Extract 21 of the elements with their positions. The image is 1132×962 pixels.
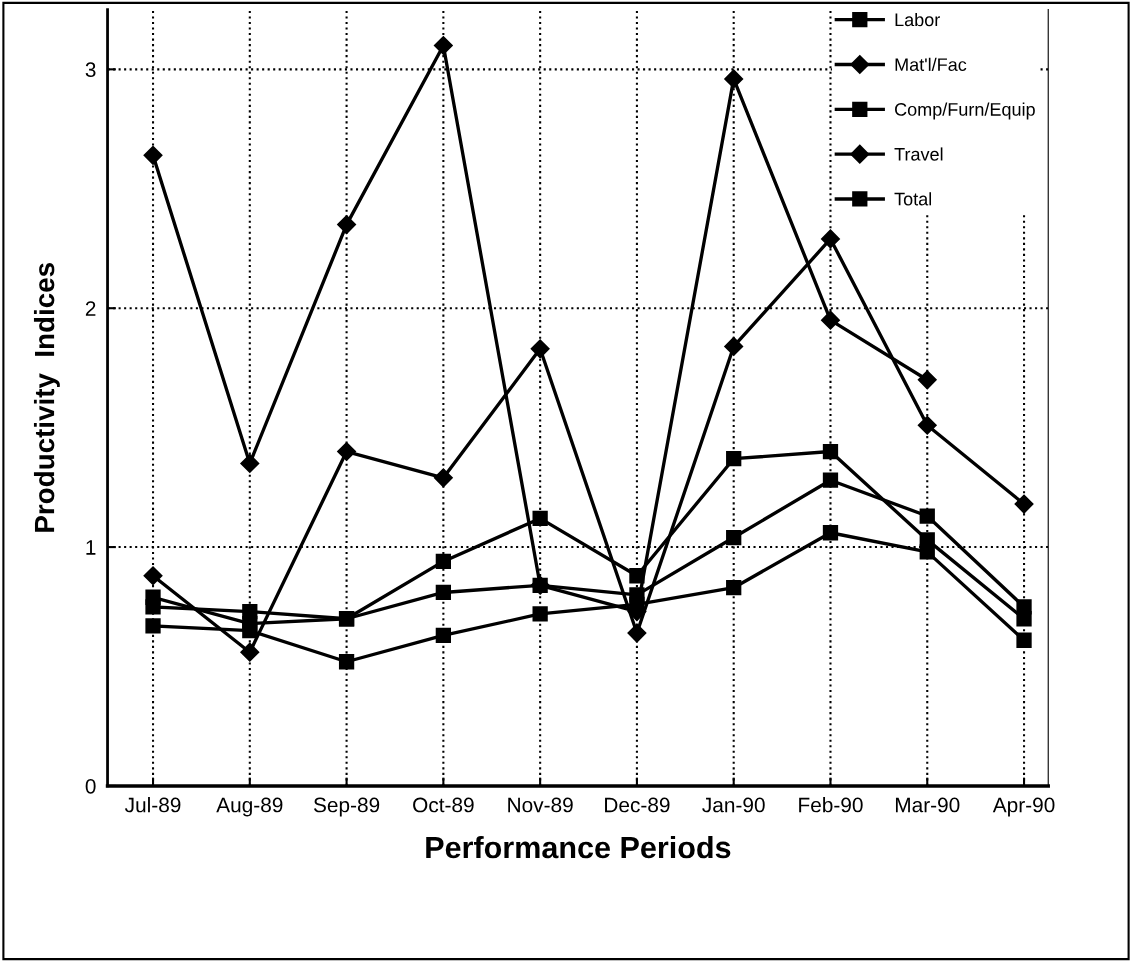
y-tick-label: 3 (85, 62, 96, 78)
legend-label: Total (894, 192, 932, 206)
x-axis-title: Performance Periods (426, 835, 731, 859)
x-tick-label: Feb-90 (799, 797, 863, 813)
x-tick-label: Mar-90 (895, 797, 960, 813)
x-tick-label: Apr-90 (992, 797, 1055, 817)
y-tick-label: 0 (85, 778, 96, 794)
x-tick-label: Jan-90 (702, 797, 765, 813)
x-tick-label: Oct-89 (413, 797, 474, 813)
legend-label: Travel (894, 147, 943, 161)
y-axis-title: Productivity Indices (33, 263, 60, 532)
legend-label: Labor (895, 12, 940, 27)
x-tick-label: Dec-89 (605, 797, 670, 813)
y-tick-label: 2 (85, 301, 96, 316)
y-tick-label: 1 (86, 540, 96, 555)
x-tick-label: Nov-89 (508, 797, 573, 813)
x-tick-label: Jul-89 (124, 797, 181, 813)
legend-label: Mat'l/Fac (895, 57, 967, 72)
legend-label: Comp/Furn/Equip (895, 102, 1035, 120)
x-tick-label: Sep-89 (313, 797, 380, 817)
x-tick-label: Aug-89 (216, 797, 283, 817)
